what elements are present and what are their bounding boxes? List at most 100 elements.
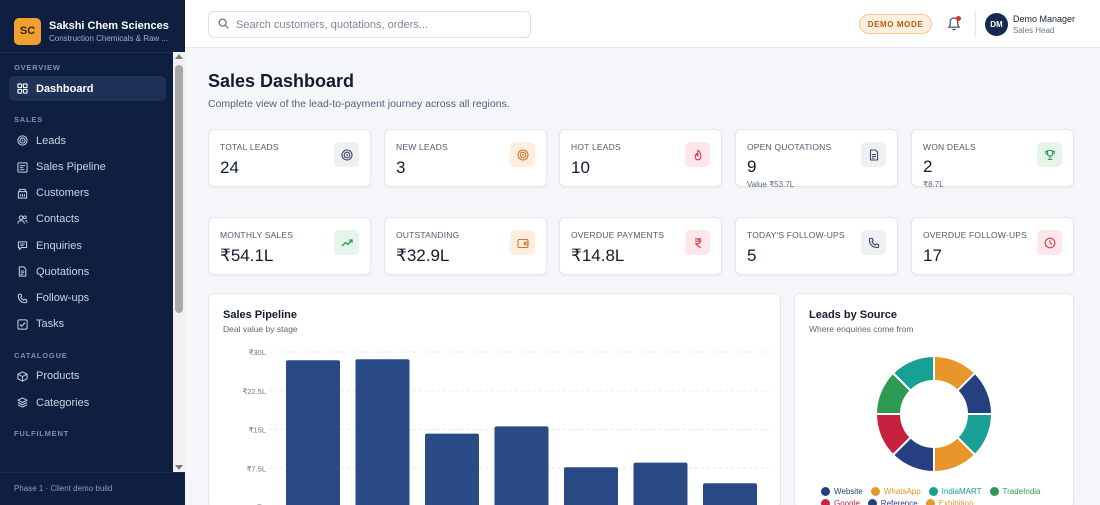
stat-card-total-leads[interactable]: TOTAL LEADS 24 [208, 129, 371, 187]
legend-item[interactable]: TradeIndia [990, 485, 1041, 497]
pipeline-bar[interactable] [703, 483, 757, 505]
legend-item[interactable]: IndiaMART [929, 485, 982, 497]
legend-label: WhatsApp [884, 487, 921, 496]
page-title: Sales Dashboard [208, 71, 354, 92]
source-donut-chart [795, 294, 1074, 484]
stat-label: WON DEALS [923, 142, 976, 152]
pipeline-bar[interactable] [356, 359, 410, 505]
legend-item[interactable]: Website [821, 485, 863, 497]
sidebar-item-label: Categories [36, 397, 89, 409]
stat-card-overdue-follow-ups[interactable]: OVERDUE FOLLOW-UPS 17 [911, 217, 1074, 275]
sidebar-item-label: Leads [36, 135, 66, 147]
stat-card-outstanding[interactable]: OUTSTANDING ₹32.9L [384, 217, 547, 275]
stat-label: OPEN QUOTATIONS [747, 142, 831, 152]
sidebar-item-contacts[interactable]: Contacts [9, 207, 166, 232]
sales-pipeline-panel: Sales Pipeline Deal value by stage ₹30L ₹… [208, 293, 781, 505]
avatar[interactable]: DM [985, 13, 1008, 36]
flame-icon [685, 142, 710, 167]
sidebar-item-products[interactable]: Products [9, 364, 166, 389]
file-icon [17, 266, 28, 277]
brand-subtitle: Construction Chemicals & Raw ... [49, 34, 169, 43]
legend-label: IndiaMART [942, 487, 982, 496]
sidebar-nav: OVERVIEW Dashboard SALES Leads Sales Pip… [0, 52, 185, 472]
stat-extra: ₹8.7L [923, 180, 944, 189]
layers-icon [17, 397, 28, 408]
stat-label: TODAY'S FOLLOW-UPS [747, 230, 845, 240]
legend-label: Google [834, 499, 860, 505]
leads-by-source-panel: Leads by Source Where enquiries come fro… [794, 293, 1074, 505]
sidebar-item-follow-ups[interactable]: Follow-ups [9, 286, 166, 311]
search-input[interactable] [236, 19, 516, 31]
stat-extra: Value ₹53.7L [747, 180, 794, 189]
sidebar-item-tasks[interactable]: Tasks [9, 312, 166, 337]
rupee-icon [685, 230, 710, 255]
target-icon [334, 142, 359, 167]
brand[interactable]: SC Sakshi Chem Sciences Construction Che… [0, 0, 185, 50]
legend-item[interactable]: Google [821, 497, 860, 505]
legend-item[interactable]: Exhibition [926, 497, 974, 505]
trophy-icon [1037, 142, 1062, 167]
stat-label: OUTSTANDING [396, 230, 459, 240]
legend-dot [821, 499, 830, 505]
building-icon [17, 188, 28, 199]
sidebar-item-sales-pipeline[interactable]: Sales Pipeline [9, 155, 166, 180]
user-name[interactable]: Demo Manager [1013, 14, 1075, 24]
legend-label: TradeIndia [1003, 487, 1041, 496]
sidebar-item-label: Enquiries [36, 240, 82, 252]
pipeline-bar-chart: ₹30L₹22.5L₹15L₹7.5L₹0 [209, 294, 781, 505]
stat-card-overdue-payments[interactable]: OVERDUE PAYMENTS ₹14.8L [559, 217, 722, 275]
legend-dot [990, 487, 999, 496]
brand-logo: SC [14, 18, 41, 45]
scroll-up-arrow[interactable] [175, 54, 183, 59]
stat-label: HOT LEADS [571, 142, 621, 152]
stat-card-monthly-sales[interactable]: MONTHLY SALES ₹54.1L [208, 217, 371, 275]
sidebar-footer: Phase 1 · Client demo build [0, 472, 185, 505]
nav-section-title: SALES [0, 113, 185, 127]
sidebar-item-quotations[interactable]: Quotations [9, 259, 166, 284]
legend-dot [926, 499, 935, 505]
legend-dot [868, 499, 877, 505]
wallet-icon [510, 230, 535, 255]
legend-item[interactable]: Reference [868, 497, 918, 505]
legend-dot [871, 487, 880, 496]
pipeline-bar[interactable] [425, 434, 479, 505]
scroll-down-arrow[interactable] [175, 465, 183, 470]
sidebar-item-dashboard[interactable]: Dashboard [9, 76, 166, 101]
stat-value: 5 [747, 246, 756, 266]
pipeline-bar[interactable] [286, 360, 340, 505]
topbar-divider [975, 11, 976, 37]
pipeline-bar[interactable] [634, 463, 688, 505]
sidebar-item-categories[interactable]: Categories [9, 390, 166, 415]
stat-card-today-s-follow-ups[interactable]: TODAY'S FOLLOW-UPS 5 [735, 217, 898, 275]
legend-label: Exhibition [939, 499, 974, 505]
stat-value: ₹14.8L [571, 246, 624, 266]
file-icon [861, 142, 886, 167]
legend-label: Website [834, 487, 863, 496]
y-tick-label: ₹7.5L [247, 464, 266, 473]
stat-label: OVERDUE FOLLOW-UPS [923, 230, 1027, 240]
pipeline-bar[interactable] [495, 426, 549, 505]
legend-dot [929, 487, 938, 496]
y-tick-label: ₹30L [249, 348, 266, 357]
stat-card-hot-leads[interactable]: HOT LEADS 10 [559, 129, 722, 187]
page-subtitle: Complete view of the lead-to-payment jou… [208, 98, 510, 110]
stat-card-open-quotations[interactable]: OPEN QUOTATIONS 9 Value ₹53.7L [735, 129, 898, 187]
y-tick-label: ₹22.5L [242, 387, 266, 396]
sidebar-item-label: Customers [36, 187, 89, 199]
stat-card-won-deals[interactable]: WON DEALS 2 ₹8.7L [911, 129, 1074, 187]
phone-icon [861, 230, 886, 255]
stat-label: OVERDUE PAYMENTS [571, 230, 664, 240]
trend-up-icon [334, 230, 359, 255]
sidebar-item-leads[interactable]: Leads [9, 128, 166, 153]
search-box[interactable] [208, 11, 531, 38]
legend-label: Reference [881, 499, 918, 505]
sidebar-item-customers[interactable]: Customers [9, 181, 166, 206]
target-icon [510, 142, 535, 167]
sidebar-scrollbar[interactable] [173, 52, 185, 472]
sidebar-item-label: Tasks [36, 318, 64, 330]
scroll-thumb[interactable] [175, 65, 183, 313]
pipeline-bar[interactable] [564, 467, 618, 505]
legend-item[interactable]: WhatsApp [871, 485, 921, 497]
stat-card-new-leads[interactable]: NEW LEADS 3 [384, 129, 547, 187]
sidebar-item-enquiries[interactable]: Enquiries [9, 233, 166, 258]
